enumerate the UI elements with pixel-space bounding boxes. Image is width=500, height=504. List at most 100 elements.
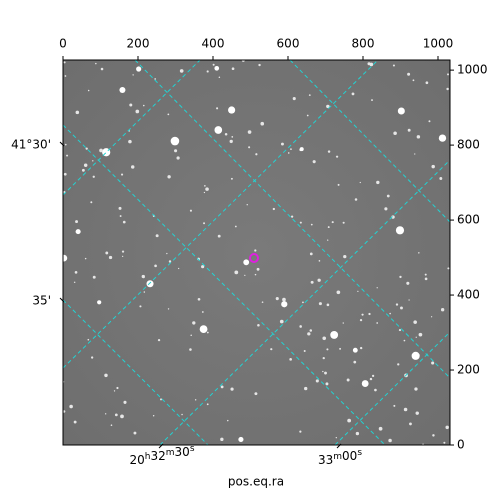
star [414, 153, 416, 155]
star [447, 267, 450, 270]
star [244, 274, 246, 277]
star [216, 107, 219, 110]
star [238, 436, 244, 443]
star [136, 66, 142, 72]
dec-tick-label: 35' [32, 294, 51, 308]
star [368, 312, 371, 316]
star [279, 319, 284, 324]
star [354, 198, 358, 201]
star [327, 226, 330, 229]
x-tick-label: 600 [277, 37, 300, 51]
star [260, 121, 265, 126]
ra-tick [336, 443, 342, 449]
star [331, 221, 334, 224]
star [133, 431, 137, 435]
star [255, 153, 258, 156]
star [203, 191, 206, 194]
x-tick-label: 800 [352, 37, 375, 51]
star [74, 271, 78, 274]
star [246, 204, 248, 206]
star [113, 390, 116, 392]
star [129, 103, 133, 107]
star [248, 146, 251, 149]
star [243, 259, 250, 266]
star [374, 388, 377, 392]
star [371, 374, 375, 378]
star [432, 434, 435, 437]
star [388, 438, 392, 443]
star [310, 223, 313, 226]
star [92, 160, 94, 162]
star [100, 67, 104, 71]
star [203, 222, 206, 225]
star [428, 120, 431, 123]
star [290, 215, 294, 218]
star [201, 311, 204, 313]
star [197, 297, 201, 301]
dec-tick-label: 41°30' [11, 138, 51, 152]
star [335, 155, 339, 158]
y-tick-label: 400 [457, 288, 480, 302]
star [189, 348, 192, 351]
star [330, 330, 339, 339]
star [378, 426, 383, 431]
star [122, 220, 126, 224]
star [73, 281, 76, 284]
star [299, 147, 304, 152]
star [342, 322, 345, 324]
star [342, 221, 345, 224]
star [431, 361, 435, 365]
stars [63, 60, 450, 445]
star [336, 290, 341, 295]
star [289, 358, 292, 361]
star [128, 139, 132, 144]
star [343, 255, 347, 259]
star [152, 415, 155, 417]
star [214, 65, 220, 71]
star [189, 209, 192, 212]
star [141, 274, 145, 279]
star [280, 142, 284, 146]
star [176, 156, 180, 160]
x-tick-label: 200 [127, 37, 150, 51]
star [310, 280, 314, 284]
dec-tick [59, 297, 65, 303]
star [347, 418, 352, 423]
star [218, 76, 221, 78]
star [190, 334, 192, 336]
star [123, 400, 127, 404]
star [403, 407, 408, 412]
x-tick-label: 400 [202, 37, 225, 51]
star [220, 437, 224, 442]
star [403, 339, 406, 342]
star [69, 404, 73, 409]
star [229, 139, 233, 144]
star [87, 89, 90, 92]
y-tick-label: 1000 [457, 63, 488, 77]
star [143, 291, 146, 293]
star [322, 356, 325, 360]
star [181, 413, 183, 416]
star [306, 114, 309, 117]
star [339, 347, 342, 350]
star [389, 312, 391, 315]
star [95, 62, 97, 65]
star [386, 194, 390, 198]
star [446, 87, 449, 91]
grid-line [63, 60, 379, 369]
star [407, 128, 411, 132]
star [122, 255, 124, 258]
star [83, 163, 88, 168]
star [322, 370, 324, 373]
star [154, 264, 157, 268]
star [105, 251, 109, 255]
star [445, 425, 449, 430]
star [324, 371, 327, 375]
ra-tick-label: 20h32m30s [129, 444, 194, 467]
star [201, 265, 205, 269]
star [114, 413, 118, 417]
star [230, 387, 234, 391]
star [327, 150, 331, 153]
